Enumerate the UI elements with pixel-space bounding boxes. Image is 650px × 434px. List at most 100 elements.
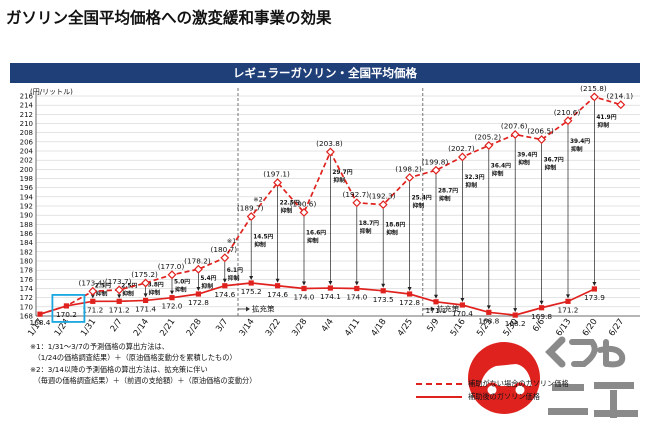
legend-label-no-subsidy: 補助がない場合のガソリン価格: [468, 379, 569, 388]
subsidy-suffix-label: 抑制: [96, 289, 108, 297]
y-tick-label: 168: [20, 313, 33, 321]
data-label-with-subsidy: 171.2: [109, 305, 130, 314]
subsidy-arrow-head: [486, 305, 491, 310]
data-label-no-subsidy: (206.5): [527, 127, 554, 136]
point-with-subsidy: [90, 298, 96, 304]
point-no-subsidy: [193, 264, 203, 274]
point-no-subsidy: [405, 173, 415, 183]
expansion-label: 拡充策: [252, 304, 275, 314]
subsidy-arrow-head: [222, 278, 227, 283]
data-label-no-subsidy: (189.7): [237, 204, 264, 213]
subsidy-amount-label: 5.0円: [174, 279, 190, 286]
point-no-subsidy: [273, 178, 283, 188]
x-tick-label: 4/18: [370, 317, 389, 338]
point-no-subsidy: [378, 200, 388, 210]
x-tick-label: 1/31: [79, 317, 98, 338]
point-no-subsidy: [299, 207, 309, 217]
y-tick-label: 216: [20, 93, 34, 101]
subsidy-suffix-label: 抑制: [333, 176, 345, 184]
data-label-no-subsidy: (173.7): [105, 277, 132, 286]
subsidy-suffix-label: 抑制: [545, 164, 557, 172]
footnote-line: ※1：1/31～3/7の予測価格の算出方法は、: [30, 342, 169, 351]
subsidy-amount-label: 14.5円: [253, 234, 273, 241]
point-no-subsidy: [167, 270, 177, 280]
data-label-no-subsidy: (180.7): [211, 245, 238, 254]
point-no-subsidy: [141, 278, 151, 288]
x-tick-label: 5/9: [425, 317, 441, 334]
point-with-subsidy: [37, 311, 43, 317]
x-tick-label: 3/22: [264, 317, 283, 338]
subsidy-arrow-head: [434, 294, 438, 299]
point-no-subsidy: [589, 92, 599, 102]
point-with-subsidy: [169, 295, 175, 301]
x-tick-label: 3/28: [290, 317, 309, 338]
subsidy-arrow-head: [117, 294, 122, 299]
data-label-no-subsidy: (192.7): [343, 190, 370, 199]
logo-lettering: [545, 336, 638, 418]
data-label-no-subsidy: (207.6): [501, 122, 528, 131]
subsidy-arrow-head: [566, 294, 570, 299]
data-label-with-subsidy: 173.5: [373, 295, 394, 304]
kurumanonews-logo: [466, 330, 646, 430]
subsidy-amount-label: 32.3円: [464, 174, 484, 181]
data-label-with-subsidy: 171.1: [426, 306, 447, 315]
point-with-subsidy: [565, 298, 571, 304]
subsidy-amount-label: 5.4円: [200, 275, 216, 282]
subsidy-suffix-label: 抑制: [122, 289, 134, 297]
x-tick-label: 2/14: [132, 317, 151, 338]
series-line-with-subsidy: [39, 282, 595, 316]
point-with-subsidy: [63, 303, 69, 309]
point-no-subsidy: [563, 116, 573, 126]
subsidy-arrow-head: [460, 298, 465, 302]
data-label-with-subsidy: 172.8: [188, 298, 209, 307]
data-label-no-subsidy: (215.8): [580, 84, 607, 93]
y-tick-label: 190: [20, 212, 33, 220]
point-with-subsidy: [407, 291, 413, 297]
point-with-subsidy: [116, 298, 122, 304]
point-no-subsidy: [431, 165, 441, 175]
data-label-no-subsidy: (214.1): [607, 92, 634, 101]
data-label-no-subsidy: (197.1): [263, 170, 290, 179]
data-label-with-subsidy: 172.0: [162, 302, 183, 311]
subsidy-amount-label: 2.5円: [95, 282, 111, 289]
subsidy-suffix-label: 抑制: [413, 202, 425, 210]
y-tick-label: 196: [20, 184, 34, 192]
data-label-no-subsidy: (175.2): [131, 270, 158, 279]
data-label-no-subsidy: (173.4): [79, 278, 106, 287]
y-tick-label: 184: [20, 239, 34, 247]
y-tick-label: 172: [20, 294, 33, 302]
highlight-box: [51, 294, 86, 323]
y-tick-label: 204: [20, 148, 34, 156]
point-no-subsidy: [220, 253, 230, 263]
point-no-subsidy: [457, 152, 467, 162]
data-label-no-subsidy: (190.6): [290, 199, 317, 208]
subsidy-suffix-label: 抑制: [254, 241, 266, 249]
data-label-with-subsidy: 174.6: [214, 290, 235, 299]
data-label-with-subsidy: 170.2: [56, 310, 77, 319]
point-no-subsidy: [537, 135, 547, 144]
point-no-subsidy: [114, 285, 124, 295]
x-tick-label: 4/25: [396, 317, 415, 338]
point-with-subsidy: [354, 285, 360, 292]
y-tick-label: 182: [20, 248, 33, 256]
point-no-subsidy: [352, 198, 362, 208]
subsidy-amount-label: 3.8円: [148, 281, 164, 288]
x-tick-label: 2/28: [185, 317, 204, 338]
data-label-no-subsidy: (192.3): [369, 192, 396, 201]
data-label-no-subsidy: (178.2): [184, 256, 211, 265]
footnote-line: （1/24の価格調査結果）＋（原油価格変動分を累積したもの）: [30, 353, 237, 363]
data-label-with-subsidy: 169.8: [531, 312, 552, 321]
point-with-subsidy: [327, 285, 333, 291]
data-label-with-subsidy: 171.2: [82, 305, 103, 314]
expansion-label: 拡充策: [437, 304, 460, 314]
subsidy-amount-label: 18.7円: [359, 220, 379, 227]
point-with-subsidy: [275, 283, 281, 289]
subsidy-suffix-label: 抑制: [228, 274, 240, 282]
y-tick-label: 180: [20, 258, 33, 266]
y-tick-label: 174: [20, 285, 34, 293]
x-tick-label: 5/16: [449, 317, 468, 338]
data-label-no-subsidy: (210.6): [554, 108, 581, 117]
subsidy-arrow-head: [354, 281, 359, 286]
y-tick-label: 186: [20, 230, 34, 238]
point-with-subsidy: [301, 285, 307, 292]
